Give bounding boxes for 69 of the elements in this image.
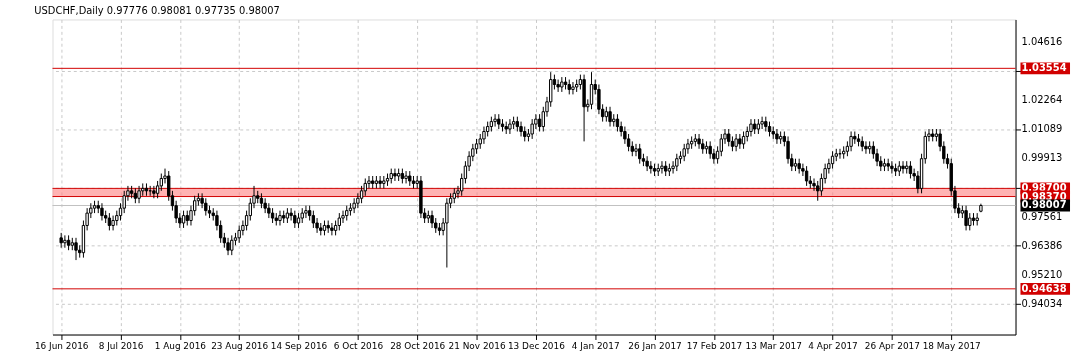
candlestick: [445, 197, 449, 269]
x-tick-label: 13 Mar 2017: [745, 340, 802, 351]
candlestick: [393, 168, 397, 182]
candlestick: [816, 180, 820, 202]
candlestick: [100, 202, 104, 222]
candlestick: [304, 205, 308, 219]
x-tick-label: 6 Oct 2016: [333, 340, 384, 351]
candlestick: [901, 160, 905, 175]
y-tick-label: 0.94034: [1021, 297, 1063, 309]
candlestick: [849, 131, 853, 152]
ref-line-label: 1.03554: [1021, 62, 1067, 74]
candlestick: [152, 185, 156, 199]
y-tick-label: 0.95210: [1021, 268, 1063, 280]
candlestick: [267, 202, 271, 219]
x-tick-label: 1 Aug 2016: [154, 340, 207, 351]
x-tick-label: 28 Oct 2016: [390, 340, 446, 351]
candlestick: [749, 118, 753, 137]
ref-line-label: 0.98007: [1021, 199, 1067, 211]
candlestick: [760, 116, 764, 130]
candlestick: [63, 234, 67, 249]
candlestick: [404, 170, 408, 184]
candlestick: [330, 222, 334, 236]
candlestick: [137, 185, 141, 204]
chart-title: USDCHF,Daily 0.97776 0.98081 0.97735 0.98007: [34, 4, 280, 16]
candlestick: [634, 143, 638, 157]
ref-line-label: 0.98370: [1021, 190, 1067, 202]
candlestick: [493, 113, 497, 128]
x-tick-label: 13 Dec 2016: [507, 340, 566, 351]
candlestick: [74, 237, 78, 261]
y-tick-label: 0.99913: [1021, 152, 1063, 164]
candlestick: [226, 237, 230, 256]
x-tick-label: 17 Feb 2017: [686, 340, 743, 351]
candlestick: [890, 160, 894, 175]
candlestick: [556, 79, 560, 93]
candlestick: [608, 106, 612, 128]
y-tick-label: 1.01089: [1021, 123, 1063, 135]
candlestick: [519, 121, 523, 137]
y-tick-label: 1.04616: [1021, 36, 1063, 48]
ref-line-label: 0.94638: [1021, 282, 1067, 294]
candlestick: [645, 155, 649, 172]
x-tick-label: 26 Apr 2017: [864, 340, 920, 351]
candlestick: [734, 133, 738, 152]
x-tick-label: 14 Sep 2016: [270, 340, 328, 351]
candlestick: [263, 197, 267, 214]
x-tick-label: 4 Apr 2017: [808, 340, 858, 351]
candlestick: [775, 128, 779, 145]
x-tick-label: 18 May 2017: [922, 340, 981, 351]
candlestick: [508, 118, 512, 135]
candlestick: [378, 175, 382, 189]
y-tick-label: 1.02264: [1021, 94, 1063, 106]
x-tick-label: 23 Aug 2016: [211, 340, 269, 351]
candlestick: [530, 118, 534, 140]
candlestick: [482, 126, 486, 145]
ref-line-label: 0.98700: [1021, 182, 1067, 194]
candlestick: [660, 160, 664, 175]
candlestick: [964, 205, 968, 231]
x-tick-label: 26 Jan 2017: [628, 340, 682, 351]
candlestick: [697, 133, 701, 150]
x-tick-label: 21 Nov 2016: [448, 340, 506, 351]
candlestick: [864, 140, 868, 155]
x-tick-label: 4 Jan 2017: [571, 340, 620, 351]
candlestick: [278, 210, 282, 226]
candlestick: [111, 215, 115, 231]
x-tick-label: 8 Jul 2016: [98, 340, 144, 351]
x-tick-label: 16 Jun 2016: [34, 340, 89, 351]
y-tick-label: 0.96386: [1021, 239, 1063, 251]
y-tick-label: 0.97561: [1021, 210, 1063, 222]
candlestick: [571, 81, 575, 95]
candlestick: [430, 210, 434, 229]
